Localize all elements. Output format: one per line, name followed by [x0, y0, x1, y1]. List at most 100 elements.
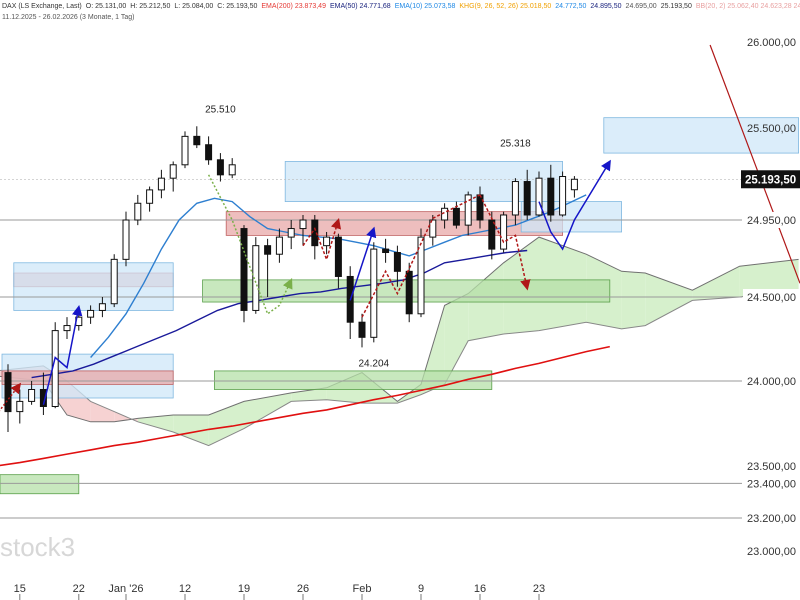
candle[interactable]	[429, 214, 437, 246]
resistance-zone-blue	[284, 161, 564, 202]
candle-body-down	[358, 321, 366, 338]
y-tick-label: 26.000,00	[747, 37, 796, 49]
candle[interactable]	[98, 297, 106, 318]
x-tick-label: Feb	[353, 583, 372, 595]
candle[interactable]	[216, 153, 224, 182]
current-price-marker	[741, 170, 800, 189]
candle[interactable]	[28, 381, 36, 405]
candle-body-up	[429, 219, 437, 238]
indicator-legend: DAX (LS Exchange, Last) O: 25.131,00 H: 25…	[2, 3, 800, 10]
legend-entry: C: 25.193,50	[217, 3, 258, 10]
candle[interactable]	[275, 228, 283, 263]
candle[interactable]	[264, 238, 272, 297]
candle[interactable]	[417, 228, 425, 318]
candle[interactable]	[346, 266, 354, 339]
candle[interactable]	[311, 214, 319, 260]
candle[interactable]	[252, 237, 260, 314]
candle-body-up	[181, 135, 189, 166]
y-tick-label: 23.000,00	[747, 546, 796, 558]
tick-label-bg	[743, 373, 800, 389]
y-tick-label: 24.950,00	[747, 215, 796, 227]
legend-entry: 24.772,50	[555, 3, 587, 10]
candle[interactable]	[146, 186, 154, 212]
candle[interactable]	[523, 169, 531, 220]
candle[interactable]	[547, 164, 555, 222]
candle[interactable]	[169, 161, 177, 192]
candle[interactable]	[287, 220, 295, 250]
x-tick-label: 9	[418, 583, 424, 595]
cloud-segment	[645, 273, 693, 326]
candle[interactable]	[334, 233, 342, 289]
candle[interactable]	[500, 211, 508, 253]
candle[interactable]	[87, 305, 95, 324]
candle[interactable]	[441, 203, 449, 229]
price-annotation: 24.204	[359, 359, 390, 370]
candle[interactable]	[452, 201, 460, 229]
candle-body-up	[511, 181, 519, 216]
candle-body-down	[39, 389, 47, 407]
candle-body-down	[193, 135, 201, 146]
candle[interactable]	[393, 245, 401, 287]
cloud-segment	[692, 266, 740, 301]
candle[interactable]	[511, 178, 519, 226]
candle-body-up	[98, 303, 106, 311]
candle-body-up	[122, 219, 130, 260]
cloud-segment	[739, 259, 799, 297]
candle[interactable]	[205, 136, 213, 165]
legend-entry: BB(20, 2) 25.062,40 24.623,28 24.422,07	[695, 3, 800, 10]
support-zone-blue	[13, 262, 174, 311]
cloud-segment	[444, 293, 469, 385]
candle[interactable]	[570, 176, 578, 198]
candle[interactable]	[240, 225, 248, 323]
candle[interactable]	[16, 389, 24, 424]
candle-body-down	[240, 228, 248, 311]
candle-body-up	[570, 178, 578, 191]
candle[interactable]	[299, 214, 307, 246]
x-tick-label: Jan '26	[108, 583, 143, 595]
candle-body-up	[110, 258, 118, 305]
y-tick-label: 24.000,00	[747, 376, 796, 388]
candle-body-down	[334, 236, 342, 277]
candle[interactable]	[405, 262, 413, 323]
candle[interactable]	[63, 317, 71, 339]
candle[interactable]	[193, 126, 201, 149]
senkou-span-b	[0, 289, 799, 447]
candle-body-up	[500, 214, 508, 250]
projection-arrow-red	[0, 382, 22, 412]
candle-body-up	[28, 389, 36, 402]
candle[interactable]	[39, 372, 47, 415]
candle[interactable]	[358, 313, 366, 348]
candle-body-up	[559, 176, 567, 216]
candle[interactable]	[122, 211, 130, 267]
candle[interactable]	[157, 169, 165, 199]
candle-body-down	[4, 372, 12, 413]
candle[interactable]	[535, 171, 543, 217]
candle-body-up	[417, 236, 425, 315]
candle-body-up	[287, 228, 295, 238]
candle-body-down	[205, 144, 213, 161]
projection-arrow-blue	[349, 226, 377, 301]
candle-body-down	[523, 181, 531, 216]
y-tick-label: 24.500,00	[747, 292, 796, 304]
candle[interactable]	[323, 231, 331, 255]
candle[interactable]	[181, 131, 189, 169]
candle[interactable]	[559, 171, 567, 217]
legend-entry: KHG(9, 26, 52, 26) 25.018,50	[459, 3, 552, 10]
x-axis: 15 22 Jan '26 12 19 26 Feb 9 16 23	[14, 583, 545, 600]
candle[interactable]	[110, 254, 118, 308]
candle[interactable]	[370, 242, 378, 343]
candle[interactable]	[228, 158, 236, 179]
candle[interactable]	[382, 238, 390, 263]
candle[interactable]	[464, 191, 472, 236]
x-tick-label: 19	[238, 583, 250, 595]
y-tick-label: 25.500,00	[747, 123, 796, 135]
candle-body-up	[169, 164, 177, 179]
candle[interactable]	[134, 194, 142, 226]
watermark-logo: stock3	[0, 532, 76, 562]
x-tick-label: 26	[297, 583, 309, 595]
legend-entry: 24.895,50	[590, 3, 622, 10]
x-tick-label: 22	[73, 583, 85, 595]
candle-body-down	[476, 194, 484, 221]
legend-entry: L: 25.084,00	[174, 3, 214, 10]
